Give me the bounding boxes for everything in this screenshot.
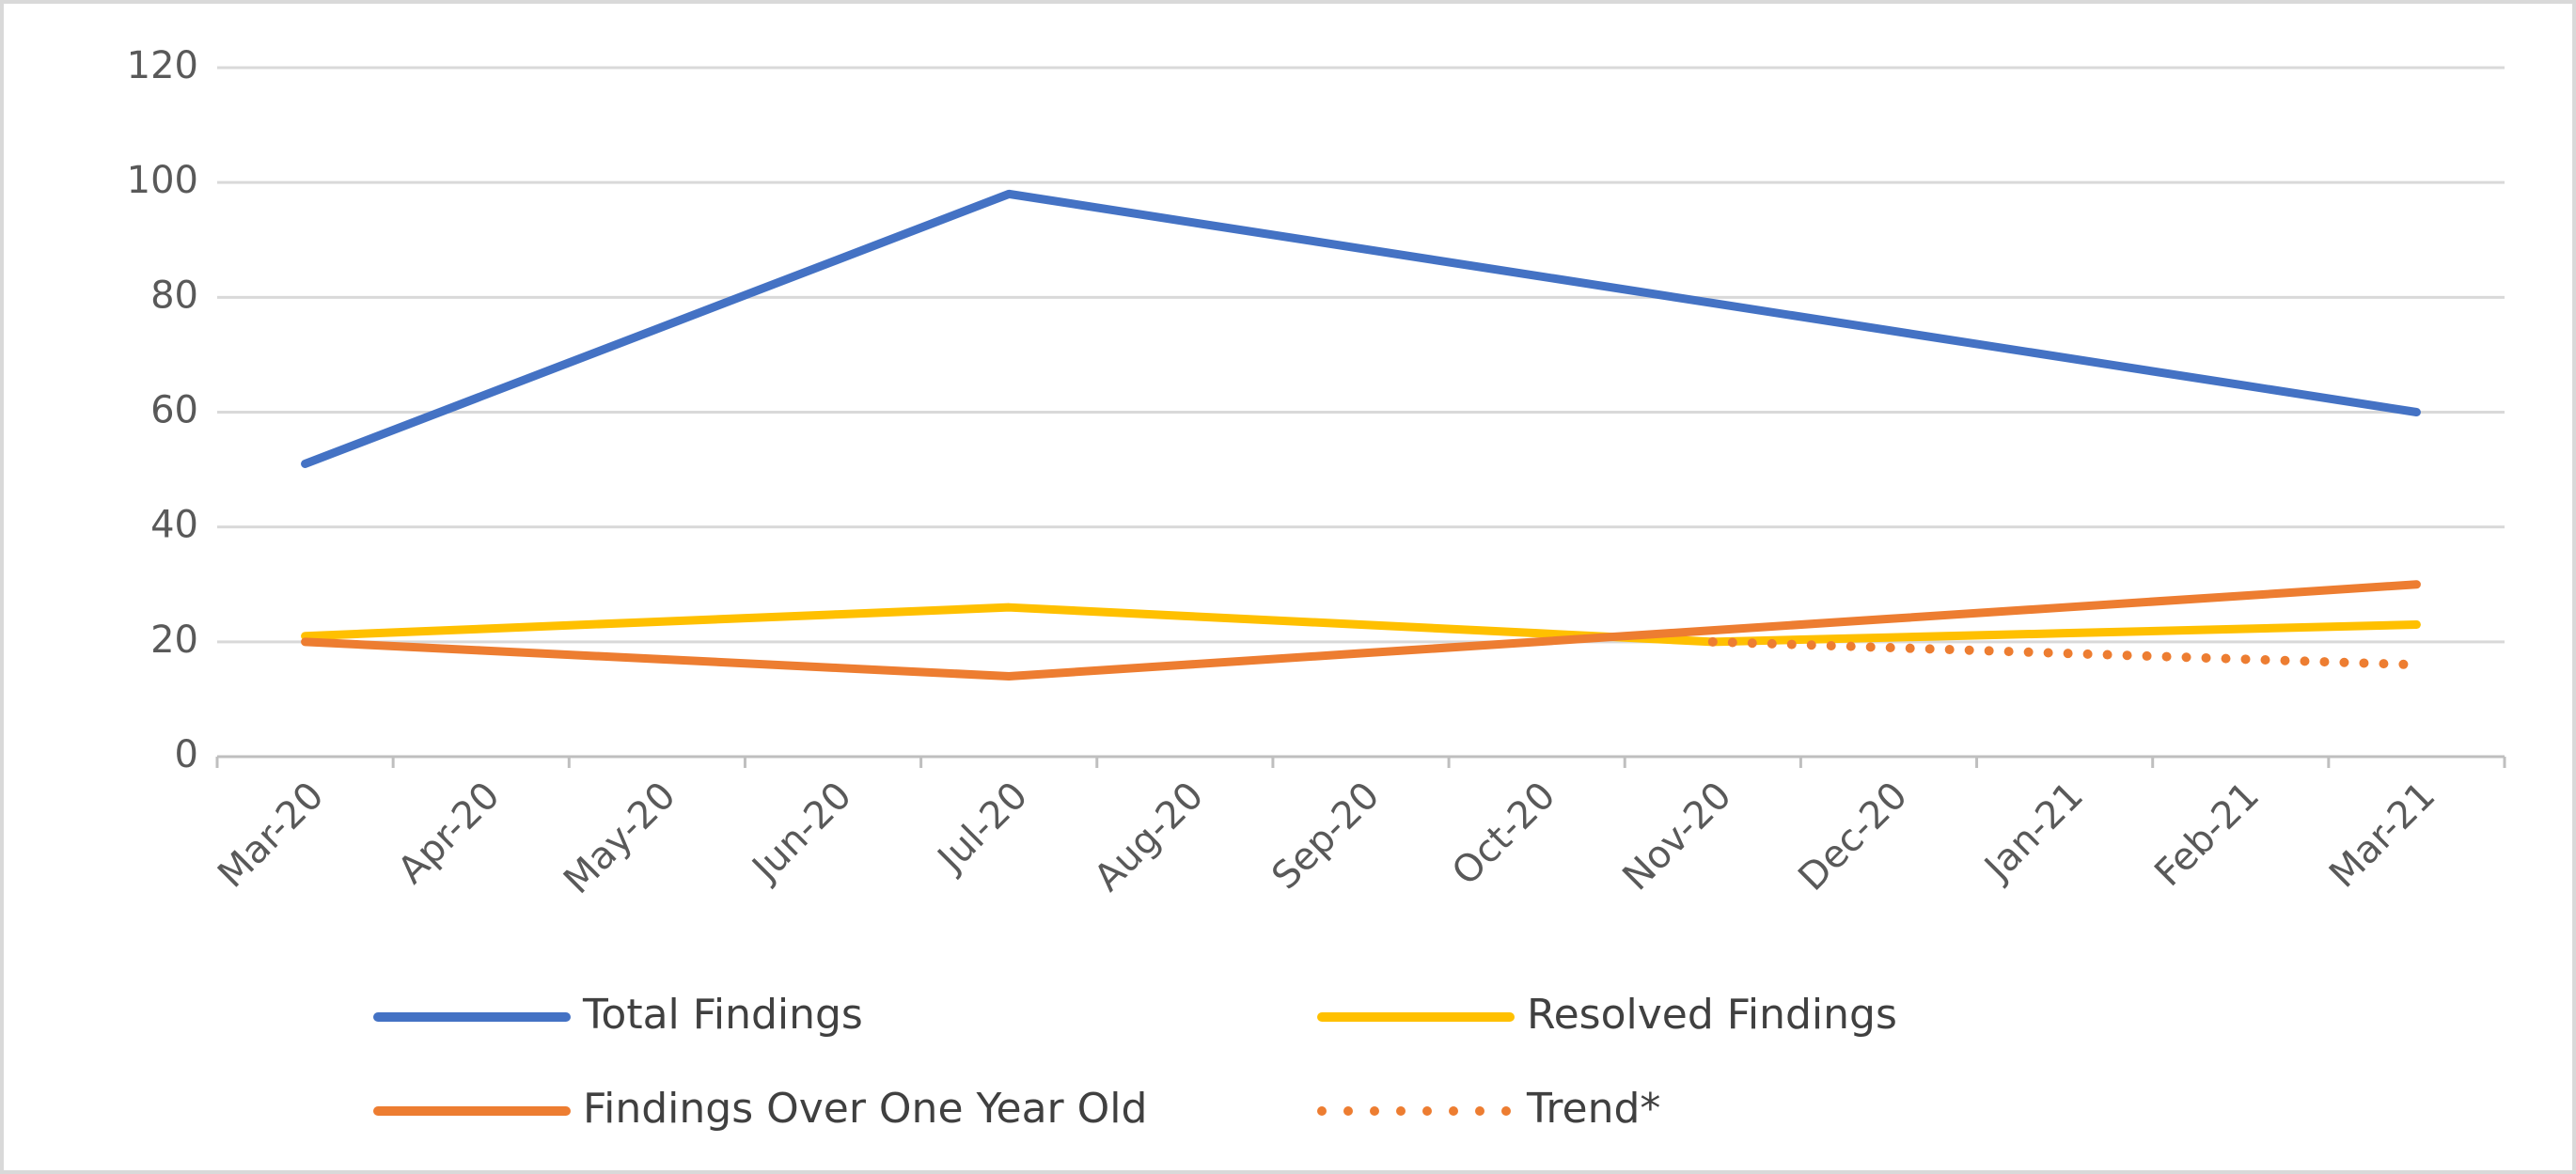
y-tick-label: 80 xyxy=(150,274,198,317)
series-line xyxy=(301,603,2421,647)
series-line xyxy=(301,580,2421,681)
series-line xyxy=(301,189,2421,468)
legend-text: Total Findings xyxy=(582,991,863,1039)
y-tick-label: 40 xyxy=(150,504,198,547)
legend-text: Trend* xyxy=(1526,1085,1660,1133)
y-tick-label: 100 xyxy=(127,159,198,202)
y-tick-label: 120 xyxy=(127,44,198,87)
y-tick-label: 60 xyxy=(150,389,198,432)
y-tick-label: 0 xyxy=(175,733,198,776)
legend-text: Findings Over One Year Old xyxy=(583,1085,1147,1133)
y-tick-label: 20 xyxy=(150,618,198,662)
series-line xyxy=(1707,636,2422,670)
legend-text: Resolved Findings xyxy=(1527,991,1897,1039)
